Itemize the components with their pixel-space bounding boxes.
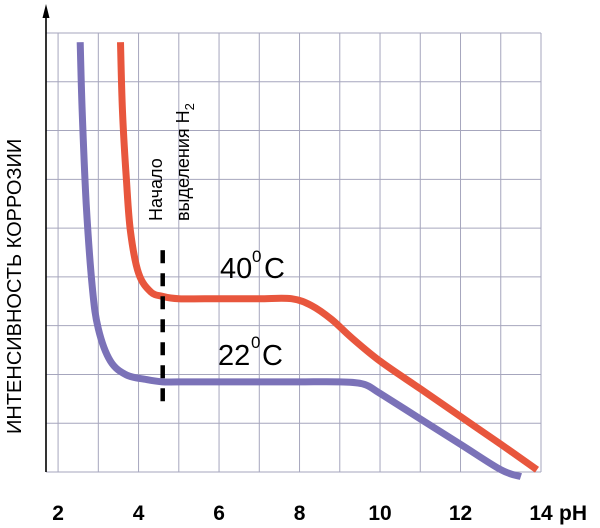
label-40c: 40 0 C bbox=[220, 247, 285, 285]
x-tick-label-2: 2 bbox=[52, 502, 64, 525]
label-22c-unit: C bbox=[262, 340, 283, 372]
hydrogen-start-label-text: выделения H2 bbox=[173, 103, 197, 221]
label-22c: 22 0 C bbox=[218, 333, 283, 372]
x-tick-label-6: 6 bbox=[213, 502, 225, 525]
hydrogen-start-label-line1: Начало bbox=[146, 158, 166, 221]
y-axis-label: ИНТЕНСИВНОСТЬ КОРРОЗИИ bbox=[4, 139, 26, 434]
label-40c-number: 40 bbox=[220, 253, 252, 285]
y-axis-arrow bbox=[42, 4, 50, 18]
x-tick-label-4: 4 bbox=[133, 502, 145, 525]
grid bbox=[46, 32, 542, 473]
label-40c-degree: 0 bbox=[252, 247, 261, 266]
x-tick-labels: 2 4 6 8 10 12 14 bbox=[52, 502, 553, 525]
label-22c-number: 22 bbox=[218, 340, 250, 372]
series-group bbox=[76, 42, 539, 480]
label-22c-degree: 0 bbox=[251, 333, 260, 352]
x-axis-label: pH bbox=[559, 502, 587, 525]
hydrogen-start-label-line2: выделения H2 bbox=[173, 103, 197, 221]
x-tick-label-10: 10 bbox=[368, 502, 391, 525]
label-40c-unit: C bbox=[264, 253, 285, 285]
axes bbox=[42, 4, 50, 472]
curve-22c bbox=[76, 42, 522, 480]
curve-40c bbox=[117, 42, 539, 473]
hydrogen-start-label-subscript: 2 bbox=[182, 103, 197, 110]
x-tick-label-14: 14 bbox=[529, 502, 553, 525]
x-tick-label-12: 12 bbox=[449, 502, 472, 525]
x-tick-label-8: 8 bbox=[294, 502, 306, 525]
hydrogen-start-label-main: выделения H bbox=[173, 110, 193, 221]
